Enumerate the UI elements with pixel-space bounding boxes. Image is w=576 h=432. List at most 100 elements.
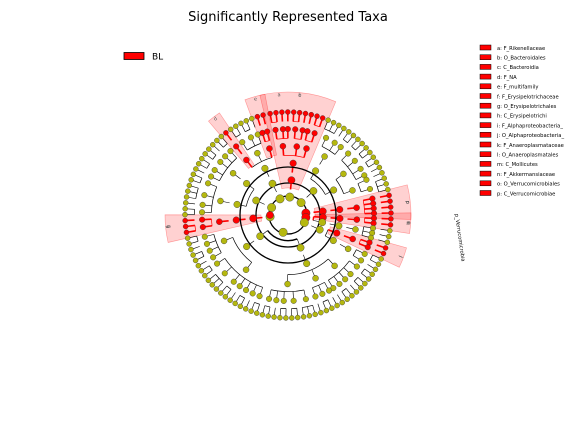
tree-node xyxy=(349,187,356,194)
tree-node xyxy=(278,227,288,237)
tree-node xyxy=(339,299,345,306)
tree-node xyxy=(190,171,197,178)
tree-node xyxy=(202,151,208,157)
tree-arc xyxy=(206,163,210,169)
tree-arc xyxy=(199,177,203,184)
tree-node xyxy=(218,290,224,296)
tree-node xyxy=(228,126,234,133)
tree-arc xyxy=(341,288,347,292)
tree-node xyxy=(309,187,318,195)
clade-letter-p: p xyxy=(404,200,410,204)
tree-node xyxy=(199,216,206,223)
tree-node xyxy=(188,246,194,253)
tree-node xyxy=(182,211,188,218)
clade-key-j: j: O_Alphaproteobacteria_ xyxy=(496,133,564,139)
tree-node xyxy=(216,218,223,225)
tree-arc xyxy=(357,183,362,192)
tree-node xyxy=(369,225,376,232)
tree-node xyxy=(311,130,318,137)
tree-arc xyxy=(324,128,335,134)
tree-node xyxy=(221,270,228,277)
tree-node xyxy=(295,314,301,321)
tree-node xyxy=(211,167,218,174)
tree-node xyxy=(312,167,320,175)
tree-node xyxy=(223,130,229,136)
tree-node xyxy=(230,278,237,285)
tree-arc xyxy=(267,230,298,242)
tree-node xyxy=(292,126,299,133)
tree-node xyxy=(362,280,368,287)
tree-node xyxy=(346,129,352,135)
clade-key-list: a: F_Rikenellaceae b: O_Bacteroidales c: C… xyxy=(479,44,564,197)
tree-node xyxy=(350,132,357,139)
tree-node xyxy=(299,218,309,227)
tree-arc xyxy=(361,268,365,274)
tree-node xyxy=(214,137,220,144)
tree-node xyxy=(382,245,389,251)
tree-node xyxy=(249,115,255,122)
tree-node xyxy=(361,250,368,257)
tree-node xyxy=(369,195,376,202)
tree-arc xyxy=(358,153,363,159)
tree-node xyxy=(186,241,192,247)
tree-node xyxy=(268,179,277,188)
tree-node xyxy=(358,257,365,264)
clade-key-l: l: O_Anaeroplasmatales xyxy=(497,153,559,159)
tree-node xyxy=(296,198,306,208)
tree-node xyxy=(329,237,337,245)
tree-node xyxy=(387,198,393,204)
tree-node xyxy=(319,290,326,297)
clade-letter-k: k xyxy=(405,221,411,224)
tree-arc xyxy=(211,186,218,213)
tree-node xyxy=(345,150,352,157)
tree-node xyxy=(206,146,212,152)
tree-node xyxy=(222,153,229,160)
tree-node xyxy=(206,247,213,254)
tree-node xyxy=(385,186,391,193)
tree-node xyxy=(357,165,364,172)
tree-node xyxy=(201,233,208,240)
tree-arc xyxy=(361,226,365,236)
clade-key-a: a: F_Rikenellaceae xyxy=(497,46,545,52)
tree-node xyxy=(358,285,364,291)
tree-node xyxy=(349,235,356,243)
clade-key-g: g: O_Erysipelotrichales xyxy=(497,104,557,110)
clade-key-d: d: F_NA xyxy=(497,75,517,81)
clade-key-swatch-o xyxy=(479,180,492,187)
highlight-sector-5 xyxy=(208,112,255,169)
tree-node xyxy=(183,194,190,200)
cladogram-tree xyxy=(184,111,391,318)
clade-key-swatch-f xyxy=(479,93,492,99)
clade-key-swatch-p xyxy=(479,190,492,196)
clade-key-h: h: C_Erysipelotrichi xyxy=(497,114,547,120)
phylum-label: p_Verrucomicrobia xyxy=(453,213,466,262)
tree-node xyxy=(306,313,313,319)
tree-arc xyxy=(223,143,228,148)
tree-node xyxy=(359,140,365,147)
tree-arc xyxy=(245,129,251,133)
tree-node xyxy=(367,149,373,156)
tree-node xyxy=(347,271,354,278)
clade-key-b: b: O_Bacteroidales xyxy=(497,56,546,62)
tree-node xyxy=(387,222,394,228)
tree-node xyxy=(355,136,361,143)
tree-node xyxy=(379,170,385,176)
tree-node xyxy=(381,175,387,181)
clade-letter-e: e xyxy=(253,96,258,103)
tree-node xyxy=(198,268,205,274)
tree-node xyxy=(249,214,257,223)
tree-arc xyxy=(196,235,199,242)
root-node xyxy=(266,211,274,219)
tree-node xyxy=(386,192,392,199)
clade-key-swatch-k xyxy=(479,141,492,148)
tree-arc xyxy=(201,251,205,257)
clade-key-swatch-b xyxy=(479,54,492,60)
clade-key-swatch-a xyxy=(479,44,492,51)
clade-key-i: i: F_Alphaproteobacteria_ xyxy=(497,123,563,129)
tree-node xyxy=(369,271,375,277)
tree-node xyxy=(210,254,217,261)
clade-letter-a: a xyxy=(277,92,281,98)
tree-node xyxy=(256,232,264,241)
tree-node xyxy=(331,139,338,146)
tree-node xyxy=(363,176,370,183)
